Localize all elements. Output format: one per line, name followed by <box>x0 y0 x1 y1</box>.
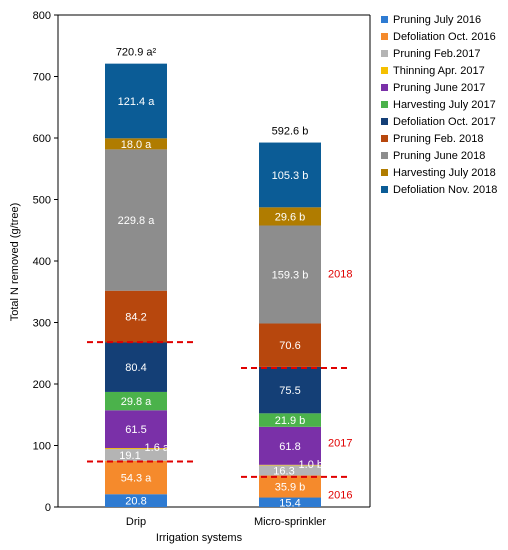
bar-segment <box>105 460 167 495</box>
bar-segment <box>259 464 321 466</box>
bar-segment <box>105 290 167 343</box>
bar-segment <box>105 342 167 392</box>
bar-value-label: 1.0 b <box>299 459 323 471</box>
y-tick-label: 200 <box>33 379 51 391</box>
axes: 0 100 200 300 400 500 600 700 800 Drip Micro-sprin… <box>33 10 371 528</box>
x-axis-title: Irrigation systems <box>156 532 243 544</box>
y-tick-label: 500 <box>33 195 51 207</box>
bar-segment <box>105 63 167 139</box>
year-annotation: 2017 <box>328 437 352 449</box>
legend-entry: Defoliation Oct. 2017 <box>393 116 496 128</box>
y-tick-label: 300 <box>33 318 51 330</box>
bar-segment <box>105 448 167 450</box>
legend-entry: Pruning June 2017 <box>393 82 485 94</box>
bar-value-label: 121.4 a <box>118 96 156 108</box>
bar-value-label: 105.3 b <box>272 170 309 182</box>
legend-swatch <box>381 16 388 23</box>
legend-entry: Pruning Feb. 2018 <box>393 133 484 145</box>
legend-swatch <box>381 186 388 193</box>
bar-segment <box>259 207 321 226</box>
bar-value-label: 229.8 a <box>118 215 156 227</box>
bar-segment <box>259 225 321 324</box>
legend-swatch <box>381 33 388 40</box>
bar-segment <box>105 449 167 461</box>
bar-segment <box>259 142 321 208</box>
bar-value-label: 19.1 <box>119 450 140 462</box>
bar-value-label: 61.8 <box>279 441 300 453</box>
y-tick-label: 600 <box>33 133 51 145</box>
x-tick-label: Micro-sprinkler <box>254 516 326 528</box>
annotations: 2016 2017 2018 <box>87 268 352 502</box>
bar-total-label: 592.6 b <box>272 126 309 138</box>
bar-value-label: 70.6 <box>279 340 300 352</box>
year-annotation: 2016 <box>328 490 352 502</box>
legend: Pruning July 2016 Defoliation Oct. 2016 Pr… <box>381 14 497 196</box>
legend-swatch <box>381 118 388 125</box>
legend-swatch <box>381 101 388 108</box>
bar-value-label: 84.2 <box>125 312 146 324</box>
bar-segment <box>105 410 167 449</box>
legend-entry: Harvesting July 2017 <box>393 99 496 111</box>
bar-segment <box>259 366 321 414</box>
legend-entry: Thinning Apr. 2017 <box>393 65 485 77</box>
bar-value-label: 80.4 <box>125 362 146 374</box>
y-tick-label: 700 <box>33 72 51 84</box>
bar-segment <box>259 497 321 507</box>
y-tick-label: 0 <box>45 502 51 514</box>
bar-value-label: 20.8 <box>125 496 146 508</box>
bar-segment <box>259 465 321 476</box>
legend-entry: Defoliation Oct. 2016 <box>393 31 496 43</box>
legend-entry: Pruning Feb.2017 <box>393 48 480 60</box>
y-tick-label: 400 <box>33 256 51 268</box>
legend-swatch <box>381 84 388 91</box>
legend-swatch <box>381 152 388 159</box>
legend-entry: Pruning July 2016 <box>393 14 481 26</box>
bar-value-label: 21.9 b <box>275 415 306 427</box>
y-axis-title: Total N removed (g/tree) <box>9 203 21 322</box>
bar-value-label: 16.3 <box>273 465 294 477</box>
legend-entry: Harvesting July 2018 <box>393 167 496 179</box>
legend-swatch <box>381 135 388 142</box>
bar-segment <box>105 391 167 411</box>
legend-entry: Pruning June 2018 <box>393 150 485 162</box>
bar-value-label: 29.8 a <box>121 396 152 408</box>
bar-value-label: 61.5 <box>125 424 146 436</box>
bar-segment <box>105 138 167 150</box>
y-tick-label: 800 <box>33 10 51 22</box>
bar-value-label: 15.4 <box>279 497 300 509</box>
bar-value-label: 18.0 a <box>121 139 152 151</box>
legend-swatch <box>381 67 388 74</box>
bar-value-label: 35.9 b <box>275 481 306 493</box>
bar-segment <box>105 494 167 507</box>
legend-swatch <box>381 50 388 57</box>
bar-segment <box>259 475 321 498</box>
legend-swatch <box>381 169 388 176</box>
legend-entry: Defoliation Nov. 2018 <box>393 184 497 196</box>
year-annotation: 2018 <box>328 268 352 280</box>
bar-value-label: 75.5 <box>279 385 300 397</box>
y-tick-label: 100 <box>33 441 51 453</box>
bar-total-label: 720.9 a² <box>116 47 157 59</box>
bar-value-label: 29.6 b <box>275 211 306 223</box>
bars: 20.8 54.3 a 19.1 1.6 a 61.5 29.8 a 80.4 84.2 229… <box>105 47 323 509</box>
bar-segment <box>259 413 321 427</box>
bar-value-label: 159.3 b <box>272 269 309 281</box>
x-tick-label: Drip <box>126 516 146 528</box>
bar-segment <box>259 426 321 465</box>
bar-value-label: 1.6 a <box>145 442 170 454</box>
bar-value-label: 54.3 a <box>121 473 152 485</box>
bar-segment <box>259 323 321 367</box>
bar-segment <box>105 149 167 291</box>
